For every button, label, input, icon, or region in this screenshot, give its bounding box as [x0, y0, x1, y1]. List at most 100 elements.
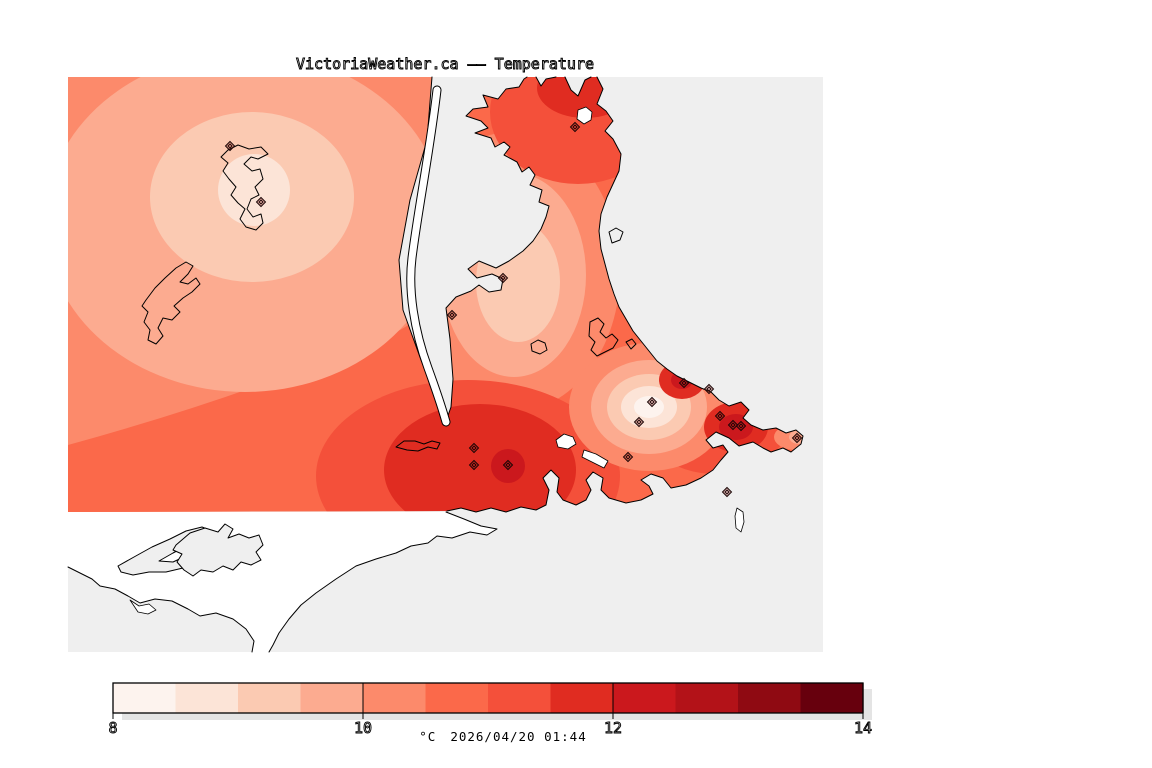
station-marker-outer [468, 459, 480, 471]
coastal-lagoon [129, 599, 157, 615]
station-marker-inner [724, 489, 730, 495]
station-marker [646, 396, 658, 408]
station-marker [446, 309, 458, 321]
island-small-2 [608, 227, 624, 244]
station-marker-outer [646, 396, 658, 408]
contour-blob [491, 449, 525, 483]
station-marker-outer [714, 410, 726, 422]
station-marker-inner [449, 312, 455, 318]
coastline-south-shore [67, 566, 255, 653]
island-small-1 [530, 339, 548, 355]
island-fish [172, 523, 264, 577]
station-marker [735, 420, 747, 432]
station-marker [791, 432, 803, 444]
station-marker-outer [633, 416, 645, 428]
colorbar-cell [300, 683, 364, 713]
station-marker [497, 272, 509, 284]
contour-blob [789, 430, 803, 444]
station-marker-inner [227, 143, 233, 149]
colorbar: 8 10 12 14 °C 2026/04/20 01:44 [108, 682, 873, 744]
station-marker-inner [730, 422, 736, 428]
colorbar-cell [113, 683, 177, 713]
bay-north [576, 106, 593, 125]
station-marker-outer [721, 486, 733, 498]
station-marker-outer [703, 383, 715, 395]
station-marker-outer [678, 377, 690, 389]
station-marker-inner [681, 380, 687, 386]
colorbar-cell [425, 683, 489, 713]
station-marker [678, 377, 690, 389]
harbour-inlets [555, 106, 745, 533]
station-marker [703, 383, 715, 395]
station-marker [727, 419, 739, 431]
station-marker [468, 442, 480, 454]
island-southwest [141, 261, 201, 345]
strait-region [67, 511, 498, 653]
contour-blob [384, 404, 576, 512]
colorbar-cell [738, 683, 802, 713]
colorbar-cell [613, 683, 677, 713]
island-sliver [395, 440, 441, 452]
coastline-east-shore [268, 511, 498, 653]
station-marker-inner [625, 454, 631, 460]
colorbar-cell [488, 683, 552, 713]
station-marker [622, 451, 634, 463]
station-marker-inner [706, 386, 712, 392]
station-marker-outer [502, 459, 514, 471]
station-marker-outer [224, 140, 236, 152]
station-markers [224, 121, 803, 498]
station-marker [255, 196, 267, 208]
station-marker [569, 121, 581, 133]
station-marker-outer [255, 196, 267, 208]
colorbar-cell [675, 683, 739, 713]
station-marker [224, 140, 236, 152]
station-marker-inner [738, 423, 744, 429]
colorbar-tick-label: 10 [354, 719, 372, 737]
island-small-3 [625, 338, 637, 350]
station-marker-inner [500, 275, 506, 281]
station-marker-inner [258, 199, 264, 205]
station-marker-outer [468, 442, 480, 454]
station-marker-inner [505, 462, 511, 468]
station-marker-inner [717, 413, 723, 419]
station-marker-inner [572, 124, 578, 130]
colorbar-tick-labels: 8 10 12 14 [108, 719, 872, 738]
colorbar-border [112, 682, 864, 714]
colorbar-cell [800, 683, 864, 713]
inlet-channel [407, 86, 450, 426]
station-marker-outer [727, 419, 739, 431]
harbour-west [555, 433, 577, 450]
island-outlines [141, 144, 637, 452]
saanich-inlet-water [406, 85, 451, 427]
harbour-east [581, 449, 609, 469]
coastline-main [398, 76, 804, 513]
station-marker-outer [735, 420, 747, 432]
station-marker-inner [636, 419, 642, 425]
station-marker-inner [794, 435, 800, 441]
station-marker [721, 486, 733, 498]
colorbar-tick-label: 12 [604, 719, 622, 737]
station-marker [468, 459, 480, 471]
colorbar-tick-label: 14 [854, 719, 872, 737]
timestamp-label: 2026/04/20 01:44 [450, 729, 586, 744]
colorbar-cell [550, 683, 614, 713]
colorbar-cell [363, 683, 427, 713]
colorbar-cell [238, 683, 302, 713]
station-marker-outer [622, 451, 634, 463]
station-marker [502, 459, 514, 471]
station-marker-outer [446, 309, 458, 321]
colorbar-tick-label: 8 [108, 719, 117, 737]
station-marker-outer [791, 432, 803, 444]
station-marker-inner [649, 399, 655, 405]
colorbar-ticks [112, 683, 864, 719]
station-marker [714, 410, 726, 422]
contour-blob [634, 396, 664, 418]
station-marker-inner [471, 462, 477, 468]
station-marker-outer [497, 272, 509, 284]
station-marker [633, 416, 645, 428]
station-marker-outer [569, 121, 581, 133]
station-marker-inner [471, 445, 477, 451]
figure-title: VictoriaWeather.ca —— Temperature [296, 55, 594, 73]
colorbar-cell [175, 683, 239, 713]
